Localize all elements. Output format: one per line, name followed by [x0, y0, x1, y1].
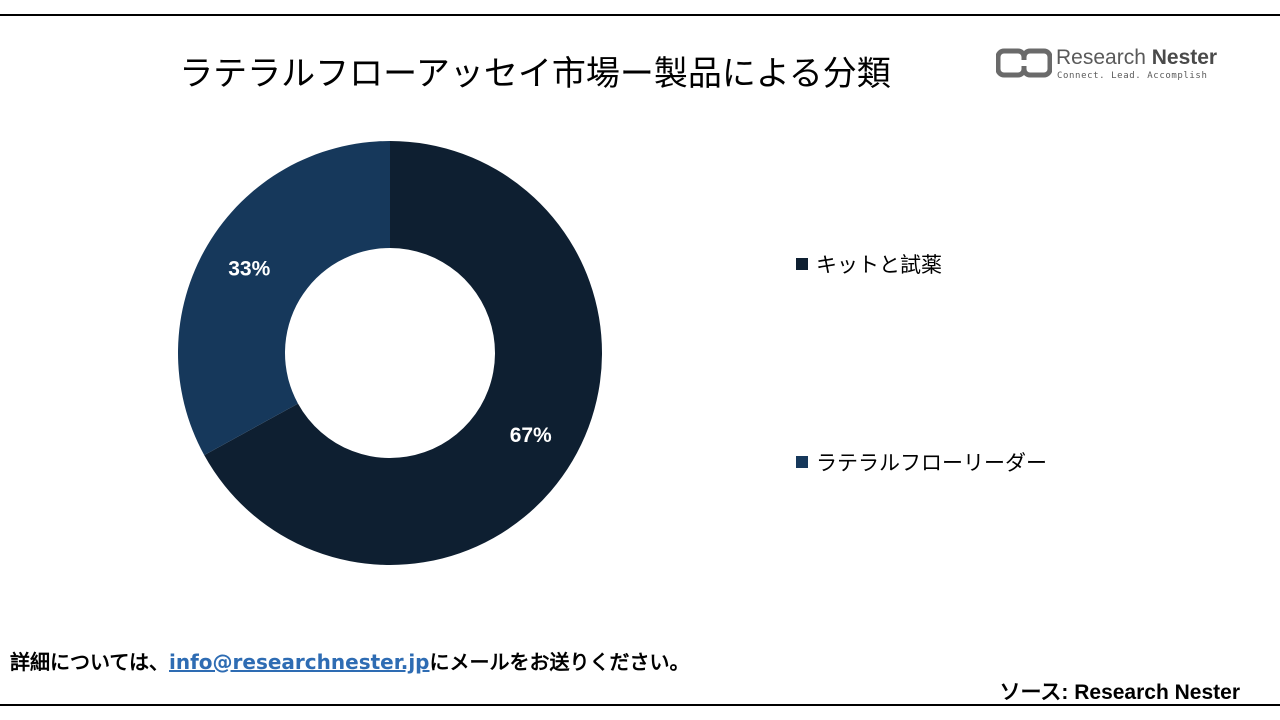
source-credit: ソース: Research Nester — [999, 681, 1240, 704]
legend-label-kits: キットと試薬 — [816, 253, 942, 277]
contact-note-prefix: 詳細については、 — [10, 650, 169, 674]
legend-item-kits: キットと試薬 — [796, 249, 942, 279]
contact-note-suffix: にメールをお送りください。 — [429, 650, 690, 674]
donut-slice-2 — [178, 141, 390, 456]
chart-title: ラテラルフローアッセイ市場ー製品による分類 — [179, 54, 891, 94]
brand-logo: Research Nester Connect. Lead. Accomplis… — [996, 46, 1226, 86]
slice-label-1: 67% — [510, 424, 552, 447]
legend-swatch-kits — [796, 258, 808, 270]
email-link[interactable]: info@researchnester.jp — [169, 650, 430, 674]
donut-slice-1 — [204, 141, 603, 565]
legend-item-readers: ラテラルフローリーダー — [796, 447, 1047, 477]
brand-name-part1: Research — [1056, 46, 1152, 69]
legend-swatch-readers — [796, 456, 808, 468]
contact-note: 詳細については、info@researchnester.jpにメールをお送りくだ… — [10, 646, 690, 675]
brand-name-part2: Nester — [1151, 46, 1218, 69]
slice-label-2: 33% — [228, 257, 270, 280]
brand-tagline: Connect. Lead. Accomplish — [1057, 71, 1208, 81]
legend-label-readers: ラテラルフローリーダー — [816, 451, 1047, 475]
brand-name: Research Nester — [1056, 46, 1217, 70]
top-border-line — [0, 14, 1280, 16]
research-nester-logo-icon — [996, 48, 1052, 78]
bottom-border-line — [0, 704, 1280, 706]
